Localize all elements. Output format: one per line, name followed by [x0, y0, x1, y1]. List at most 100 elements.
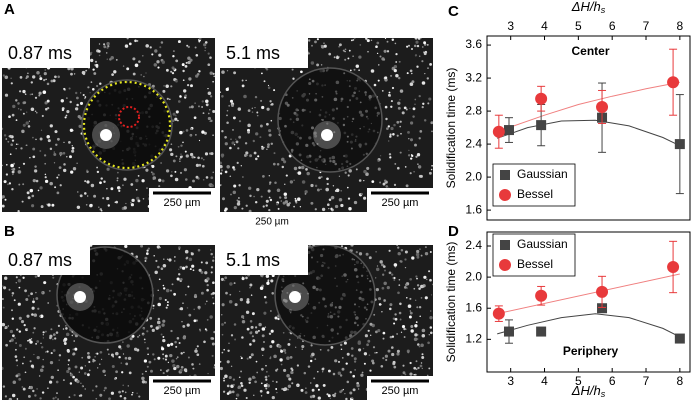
speckle [87, 195, 89, 197]
time-box [2, 245, 90, 275]
scale-label: 250 µm [164, 385, 201, 397]
speckle [10, 338, 14, 342]
speckle [152, 353, 155, 356]
speckle [431, 164, 433, 167]
speckle [421, 334, 426, 338]
speckle [155, 326, 159, 330]
speckle [363, 352, 368, 356]
speckle [423, 41, 427, 45]
droplet [277, 67, 383, 173]
speckle [410, 325, 414, 328]
speckle [233, 184, 237, 188]
speckle [76, 103, 79, 107]
speckle [177, 40, 181, 44]
speckle [182, 79, 185, 82]
speckle [115, 59, 118, 61]
legend-marker [499, 189, 511, 201]
speckle [414, 98, 417, 101]
speckle [392, 360, 396, 364]
speckle [339, 374, 343, 377]
speckle [265, 378, 268, 381]
speckle [146, 249, 149, 252]
speckle [156, 245, 161, 249]
speckle [334, 359, 338, 363]
speckle [265, 364, 267, 367]
speckle [263, 383, 268, 388]
speckle [344, 58, 347, 61]
speckle [381, 311, 383, 313]
speckle [382, 265, 386, 268]
speckle [18, 316, 22, 320]
speckle [268, 183, 271, 185]
speckle [2, 195, 5, 199]
speckle [43, 281, 47, 285]
speckle [40, 129, 43, 131]
speckle [322, 371, 324, 373]
speckle [237, 385, 242, 389]
speckle [222, 197, 225, 201]
speckle [31, 306, 35, 310]
speckle [387, 125, 390, 128]
speckle [63, 141, 65, 144]
speckle [276, 163, 280, 166]
speckle [358, 252, 363, 256]
speckle [124, 245, 128, 249]
speckle [382, 337, 385, 340]
speckle [415, 275, 418, 278]
speckle [13, 299, 16, 302]
speckle [192, 368, 195, 370]
speckle [16, 328, 19, 331]
speckle [196, 72, 200, 76]
speckle [409, 310, 411, 312]
speckle [304, 190, 308, 194]
speckle [144, 256, 148, 260]
speckle [67, 359, 71, 362]
speckle [41, 391, 45, 394]
speckle [353, 360, 357, 363]
speckle [151, 53, 154, 56]
speckle [247, 130, 250, 134]
speckle [17, 209, 20, 212]
speckle [386, 286, 390, 290]
speckle [77, 191, 79, 193]
speckle [57, 369, 59, 371]
speckle [149, 46, 152, 49]
speckle [347, 57, 350, 60]
speckle [249, 194, 252, 198]
x-axis-label: ΔH/hs [571, 383, 606, 399]
speckle [343, 341, 347, 345]
speckle [166, 258, 169, 261]
speckle [161, 179, 165, 183]
y-tick-label: 2.0 [465, 169, 482, 183]
speckle [268, 133, 272, 137]
speckle [197, 305, 201, 309]
speckle [379, 260, 383, 264]
speckle [11, 393, 16, 398]
speckle [158, 53, 162, 57]
speckle [142, 333, 145, 336]
speckle [42, 337, 45, 339]
speckle [188, 77, 192, 81]
speckle [110, 187, 114, 191]
speckle [197, 248, 201, 252]
speckle [191, 363, 194, 366]
speckle [261, 367, 264, 371]
speckle [429, 63, 432, 66]
speckle [198, 40, 201, 43]
speckle [152, 307, 155, 310]
speckle [182, 324, 186, 328]
speckle [205, 99, 209, 103]
speckle [173, 260, 176, 262]
speckle [197, 156, 200, 160]
speckle [201, 130, 205, 134]
speckle [303, 371, 307, 375]
speckle [340, 203, 344, 208]
speckle [340, 348, 343, 350]
beam-outline [82, 80, 172, 170]
speckle [74, 365, 78, 369]
speckle [313, 377, 316, 380]
plot-frame [486, 35, 691, 221]
speckle [93, 194, 97, 198]
speckle [243, 154, 247, 157]
speckle [136, 392, 138, 394]
